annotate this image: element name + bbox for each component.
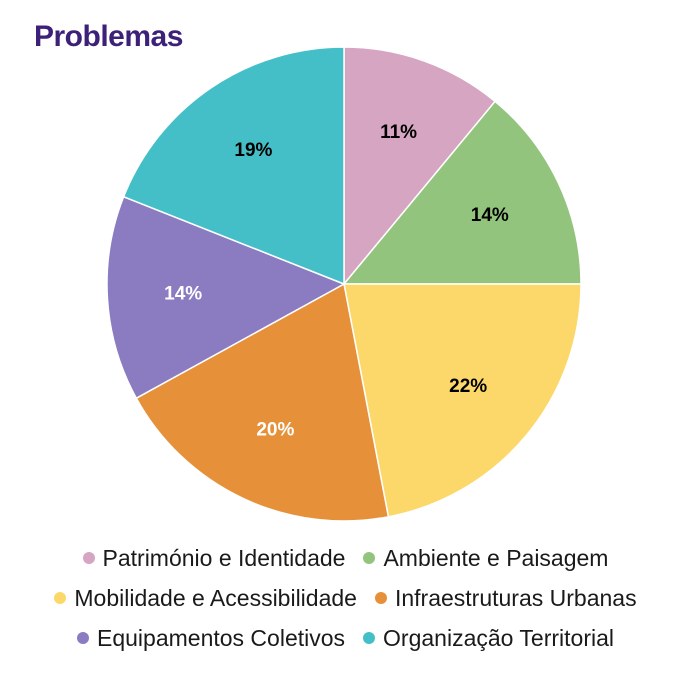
legend-row: Património e Identidade Ambiente e Paisa…	[0, 538, 691, 578]
legend-swatch-patrimonio	[82, 552, 95, 564]
legend-label-equipamentos: Equipamentos Coletivos	[97, 624, 346, 651]
legend-label-patrimonio: Património e Identidade	[102, 544, 346, 571]
legend-item-patrimonio: Património e Identidade	[82, 544, 346, 572]
pie-slice-mobilidade	[343, 283, 582, 518]
legend-row: Equipamentos Coletivos Organização Terri…	[0, 618, 691, 658]
legend-swatch-ambiente	[363, 552, 376, 564]
legend-item-mobilidade: Mobilidade e Acessibilidade	[54, 585, 357, 612]
legend-swatch-equipamentos	[77, 632, 89, 644]
slice-label-infraestruturas: 20%	[256, 419, 294, 440]
legend-item-equipamentos: Equipamentos Coletivos	[77, 625, 345, 652]
slice-label-equipamentos: 14%	[164, 284, 202, 305]
pie-slice-infraestruturas	[135, 282, 390, 522]
legend-row: Mobilidade e Acessibilidade Infraestrutu…	[0, 578, 691, 618]
pie-slice-organizacao	[122, 46, 345, 286]
legend-label-ambiente: Ambiente e Paisagem	[383, 544, 609, 571]
pie-slice-equipamentos	[106, 195, 346, 400]
legend-swatch-mobilidade	[54, 592, 67, 604]
legend-swatch-organizacao	[363, 632, 376, 644]
pie-slice-ambiente	[342, 100, 582, 285]
legend-label-infraestruturas: Infraestruturas Urbanas	[394, 584, 637, 611]
legend-item-organizacao: Organização Territorial	[363, 625, 614, 652]
legend: Património e Identidade Ambiente e Paisa…	[0, 538, 691, 658]
chart-title: Problemas	[34, 20, 183, 53]
legend-item-infraestruturas: Infraestruturas Urbanas	[374, 584, 637, 612]
slice-label-patrimonio: 11%	[380, 122, 417, 143]
slice-label-organizacao: 19%	[234, 140, 272, 161]
slice-label-ambiente: 14%	[471, 205, 509, 226]
legend-item-ambiente: Ambiente e Paisagem	[363, 545, 608, 572]
slice-label-mobilidade: 22%	[449, 376, 487, 397]
pie-plot-area: 11% 14% 22% 20% 14% 19%	[106, 46, 582, 522]
legend-label-mobilidade: Mobilidade e Acessibilidade	[74, 584, 357, 611]
pie-slice-patrimonio	[343, 46, 497, 287]
legend-swatch-infraestruturas	[374, 592, 387, 604]
legend-label-organizacao: Organização Territorial	[383, 624, 614, 651]
